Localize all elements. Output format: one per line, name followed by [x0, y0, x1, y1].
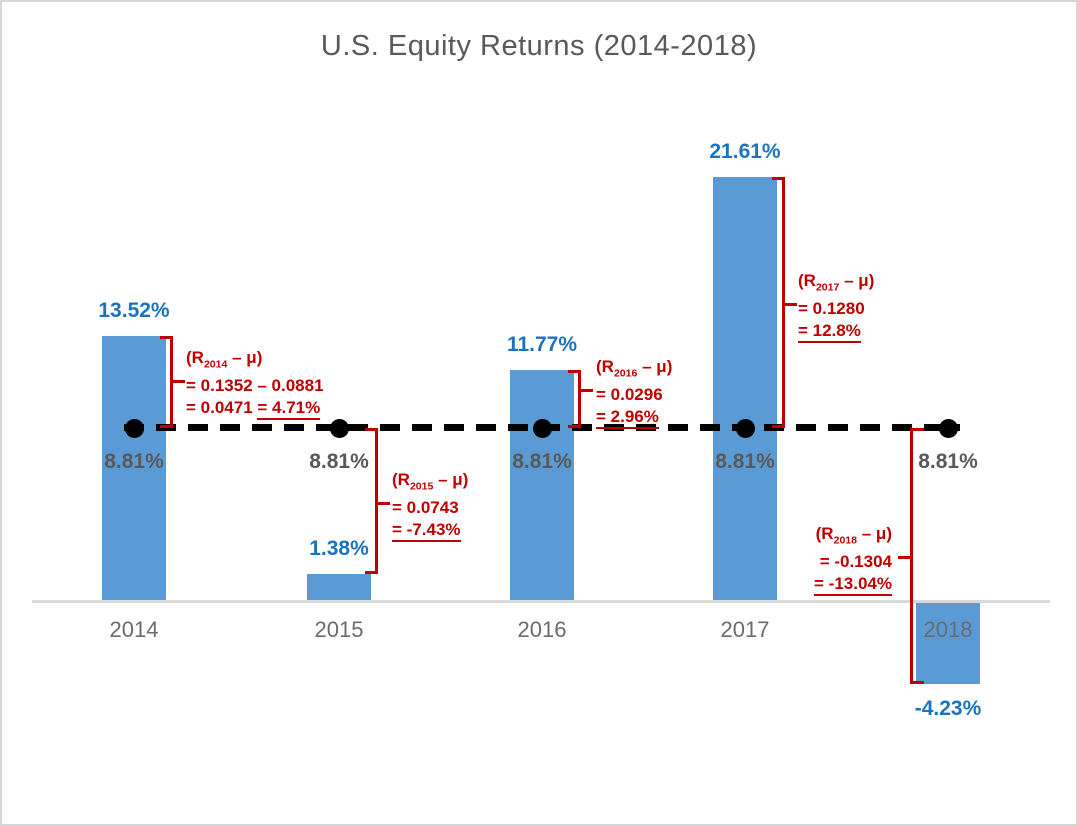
deviation-bracket-2014: [170, 335, 173, 428]
annotation-formula-2014: (R2014 – μ): [186, 348, 263, 371]
mean-label-2018: 8.81%: [918, 450, 978, 473]
annotation-value-2014: = 0.1352 – 0.0881: [186, 376, 324, 396]
value-label-2015: 1.38%: [309, 536, 369, 560]
mean-marker-2017: [735, 418, 755, 438]
bracket-top-tick-2014: [160, 335, 173, 339]
mean-label-2016: 8.81%: [512, 450, 572, 473]
annotation-formula-2017: (R2017 – μ): [798, 271, 875, 294]
annotation-2017: (R2017 – μ) = 0.1280 = 12.8%: [798, 270, 875, 344]
annotation-result-2017: = 12.8%: [798, 320, 874, 344]
annotation-formula-2018: (R2018 – μ): [815, 524, 892, 547]
annotation-result-2015: = -7.43%: [392, 519, 468, 543]
bracket-bottom-tick-2017: [772, 425, 785, 428]
mean-label-2017: 8.81%: [715, 450, 775, 473]
bracket-bottom-tick-2016: [568, 425, 581, 428]
bar-2017: [713, 176, 777, 601]
category-label-2017: 2017: [720, 617, 770, 642]
annotation-result-2014: = 0.0471 = 4.71%: [186, 397, 324, 421]
annotation-result-2016: = 2.96%: [596, 406, 672, 430]
x-axis-line: [32, 600, 1050, 603]
bracket-bottom-tick-2018: [910, 681, 924, 685]
bracket-top-tick-2018: [910, 428, 924, 431]
mean-marker-2014: [124, 418, 144, 438]
value-label-2018: -4.23%: [914, 697, 982, 721]
annotation-value-2016: = 0.0296: [596, 385, 663, 405]
mean-label-2015: 8.81%: [309, 450, 369, 473]
value-label-2014: 13.52%: [98, 298, 170, 322]
bracket-mid-tick-2014: [173, 380, 185, 383]
deviation-bracket-2015: [375, 428, 378, 574]
annotation-value-2018: = -0.1304: [819, 552, 892, 572]
mean-marker-2016: [532, 418, 552, 438]
bar-2014: [102, 335, 166, 601]
annotation-formula-2016: (R2016 – μ): [596, 357, 673, 380]
bracket-top-tick-2015: [365, 428, 378, 431]
bar-2018: [916, 601, 980, 685]
category-label-2016: 2016: [517, 617, 567, 642]
mean-marker-2018: [938, 418, 958, 438]
annotation-result-2018: = -13.04%: [722, 573, 892, 597]
deviation-bracket-2017: [782, 176, 785, 428]
bracket-mid-tick-2016: [581, 389, 593, 392]
annotation-2016: (R2016 – μ) = 0.0296 = 2.96%: [596, 356, 673, 430]
value-label-2017: 21.61%: [709, 139, 781, 163]
value-label-2016: 11.77%: [506, 332, 578, 356]
chart-title: U.S. Equity Returns (2014-2018): [320, 30, 758, 62]
bracket-bottom-tick-2014: [160, 425, 173, 428]
category-label-2018: 2018: [923, 617, 973, 642]
mean-label-2014: 8.81%: [104, 450, 164, 473]
bracket-mid-tick-2015: [378, 502, 390, 505]
category-label-2015: 2015: [314, 617, 364, 642]
bracket-mid-tick-2017: [785, 303, 797, 306]
deviation-bracket-2018: [910, 428, 913, 685]
annotation-2015: (R2015 – μ) = 0.0743 = -7.43%: [392, 469, 469, 543]
bracket-top-tick-2017: [772, 176, 785, 180]
mean-marker-2015: [329, 418, 349, 438]
annotation-value-2017: = 0.1280: [798, 299, 865, 319]
category-label-2014: 2014: [109, 617, 159, 642]
bracket-top-tick-2016: [568, 369, 581, 373]
annotation-2018: (R2018 – μ) = -0.1304 = -13.04%: [722, 523, 892, 597]
bar-2016: [510, 369, 574, 601]
bracket-bottom-tick-2015: [365, 570, 378, 574]
annotation-formula-2015: (R2015 – μ): [392, 470, 469, 493]
bar-2015: [307, 573, 371, 601]
deviation-bracket-2016: [578, 369, 581, 428]
annotation-value-2015: = 0.0743: [392, 498, 459, 518]
annotation-2014: (R2014 – μ) = 0.1352 – 0.0881 = 0.0471 = 4…: [186, 347, 324, 421]
bracket-mid-tick-2018: [898, 556, 910, 559]
